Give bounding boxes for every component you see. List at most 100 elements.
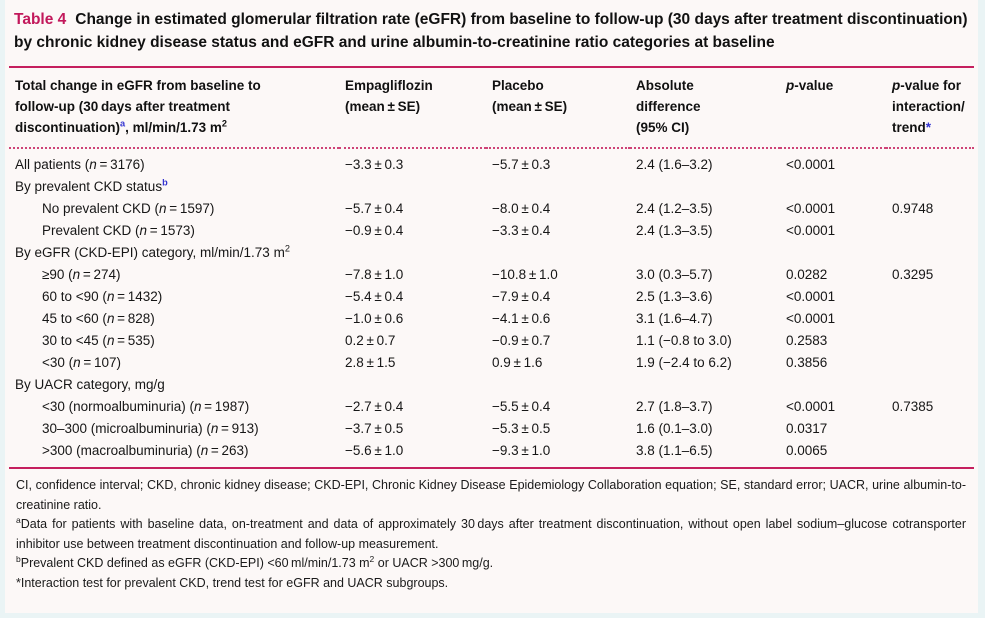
placebo-value: −5.5 ± 0.4: [492, 399, 551, 414]
footnotes: CI, confidence interval; CKD, chronic ki…: [5, 469, 978, 593]
placebo-value: −0.9 ± 0.7: [492, 333, 551, 348]
p-interaction-value: [886, 220, 974, 242]
col-header-empagliflozin: Empagliflozin (mean ± SE): [339, 67, 486, 149]
absolute-difference-value: 1.1 (−0.8 to 3.0): [636, 333, 732, 348]
p-value: 0.3856: [786, 355, 828, 370]
p-value: <0.0001: [786, 201, 836, 216]
placebo-value: −5.7 ± 0.3: [492, 157, 551, 172]
p-interaction-value: [886, 440, 974, 468]
p-value: <0.0001: [786, 157, 836, 172]
placebo-value: −3.3 ± 0.4: [492, 223, 551, 238]
header-line: Total change in eGFR from baseline to: [15, 78, 261, 93]
absolute-difference-value: 2.4 (1.2–3.5): [636, 201, 713, 216]
empagliflozin-value: −3.3 ± 0.3: [345, 157, 404, 172]
table-panel: Table 4 Change in estimated glomerular fi…: [5, 0, 978, 613]
table-row-egfr-lt30: <30 (n = 107) 2.8 ± 1.5 0.9 ± 1.6 1.9 (−…: [9, 352, 974, 374]
row-label: Prevalent CKD (n = 1573): [42, 223, 195, 238]
absolute-difference-value: 3.8 (1.1–6.5): [636, 443, 713, 458]
col-header-total-change: Total change in eGFR from baseline to fo…: [9, 67, 339, 149]
placebo-value: [486, 374, 630, 396]
p-interaction-value: 0.3295: [892, 267, 934, 282]
placebo-value: −4.1 ± 0.6: [492, 311, 551, 326]
p-interaction-value: 0.7385: [892, 399, 934, 414]
empagliflozin-value: −3.7 ± 0.5: [345, 421, 404, 436]
absolute-difference-value: [630, 176, 780, 198]
p-interaction-value: [886, 286, 974, 308]
p-value: 0.0282: [786, 267, 828, 282]
col-header-absolute-difference: Absolute difference (95% CI): [630, 67, 780, 149]
empagliflozin-value: −5.6 ± 1.0: [345, 443, 404, 458]
row-label: >300 (macroalbuminuria) (n = 263): [42, 443, 249, 458]
placebo-value: −9.3 ± 1.0: [492, 443, 551, 458]
empagliflozin-value: −7.8 ± 1.0: [345, 267, 404, 282]
empagliflozin-value: [339, 242, 486, 264]
absolute-difference-value: 3.1 (1.6–4.7): [636, 311, 713, 326]
col-header-p-value: p-value: [780, 67, 886, 149]
absolute-difference-value: [630, 374, 780, 396]
superscript-2: 2: [221, 118, 228, 129]
header-line: discontinuation)a, ml/min/1.73 m2: [15, 118, 228, 135]
p-value: [780, 242, 886, 264]
placebo-value: −10.8 ± 1.0: [492, 267, 558, 282]
table-row-egfr-45-60: 45 to <60 (n = 828) −1.0 ± 0.6 −4.1 ± 0.…: [9, 308, 974, 330]
table-row-prevalent-ckd: Prevalent CKD (n = 1573) −0.9 ± 0.4 −3.3…: [9, 220, 974, 242]
header-line: follow-up (30 days after treatment: [15, 99, 230, 114]
table-caption: Table 4 Change in estimated glomerular fi…: [5, 0, 978, 66]
absolute-difference-value: 2.4 (1.3–3.5): [636, 223, 713, 238]
table-number: Table 4: [14, 11, 67, 28]
p-interaction-value: [886, 352, 974, 374]
absolute-difference-value: [630, 242, 780, 264]
row-label: ≥90 (n = 274): [42, 267, 121, 282]
empagliflozin-value: −5.7 ± 0.4: [345, 201, 404, 216]
p-value: <0.0001: [786, 289, 836, 304]
footnote-abbreviations: CI, confidence interval; CKD, chronic ki…: [16, 478, 966, 512]
superscript-2: 2: [369, 553, 375, 564]
placebo-value: 0.9 ± 1.6: [492, 355, 543, 370]
p-interaction-value: [886, 330, 974, 352]
footnote-a: aData for patients with baseline data, o…: [16, 514, 966, 551]
footnote-marker-asterisk: *: [925, 120, 932, 135]
empagliflozin-value: [339, 374, 486, 396]
row-label: <30 (n = 107): [42, 355, 121, 370]
p-value: <0.0001: [786, 311, 836, 326]
empagliflozin-value: −5.4 ± 0.4: [345, 289, 404, 304]
footnote-b-marker: b: [16, 553, 21, 564]
absolute-difference-value: 3.0 (0.3–5.7): [636, 267, 713, 282]
p-interaction-value: [886, 308, 974, 330]
table-row-group-ckd-status: By prevalent CKD statusb: [9, 176, 974, 198]
table-row-all-patients: All patients (n = 3176) −3.3 ± 0.3 −5.7 …: [9, 148, 974, 176]
footnote-asterisk: *Interaction test for prevalent CKD, tre…: [16, 575, 449, 590]
p-interaction-value: [886, 374, 974, 396]
row-label: 45 to <60 (n = 828): [42, 311, 155, 326]
footnote-a-marker: a: [16, 514, 21, 525]
col-header-placebo: Placebo (mean ± SE): [486, 67, 630, 149]
egfr-change-table: Total change in eGFR from baseline to fo…: [9, 66, 974, 469]
empagliflozin-value: [339, 176, 486, 198]
p-interaction-value: [886, 148, 974, 176]
table-row-egfr-30-45: 30 to <45 (n = 535) 0.2 ± 0.7 −0.9 ± 0.7…: [9, 330, 974, 352]
empagliflozin-value: −2.7 ± 0.4: [345, 399, 404, 414]
absolute-difference-value: 1.6 (0.1–3.0): [636, 421, 713, 436]
p-value: [780, 176, 886, 198]
placebo-value: [486, 242, 630, 264]
table-row-egfr-ge90: ≥90 (n = 274) −7.8 ± 1.0 −10.8 ± 1.0 3.0…: [9, 264, 974, 286]
p-interaction-value: [886, 176, 974, 198]
footnote-b: bPrevalent CKD defined as eGFR (CKD-EPI)…: [16, 553, 494, 570]
header-row: Total change in eGFR from baseline to fo…: [9, 67, 974, 149]
table-row-uacr-normo: <30 (normoalbuminuria) (n = 1987) −2.7 ±…: [9, 396, 974, 418]
row-label: By UACR category, mg/g: [15, 377, 165, 392]
superscript-2: 2: [284, 243, 290, 254]
footnote-marker-b: b: [162, 177, 168, 188]
row-label: By prevalent CKD statusb: [15, 177, 168, 194]
placebo-value: [486, 176, 630, 198]
table-row-uacr-micro: 30–300 (microalbuminuria) (n = 913) −3.7…: [9, 418, 974, 440]
p-interaction-value: [886, 418, 974, 440]
row-label: 60 to <90 (n = 1432): [42, 289, 163, 304]
absolute-difference-value: 2.4 (1.6–3.2): [636, 157, 713, 172]
row-label: 30–300 (microalbuminuria) (n = 913): [42, 421, 259, 436]
p-value: 0.0317: [786, 421, 828, 436]
row-label: By eGFR (CKD-EPI) category, ml/min/1.73 …: [15, 243, 290, 260]
table-row-group-uacr-category: By UACR category, mg/g: [9, 374, 974, 396]
p-interaction-value: 0.9748: [892, 201, 934, 216]
empagliflozin-value: 2.8 ± 1.5: [345, 355, 396, 370]
